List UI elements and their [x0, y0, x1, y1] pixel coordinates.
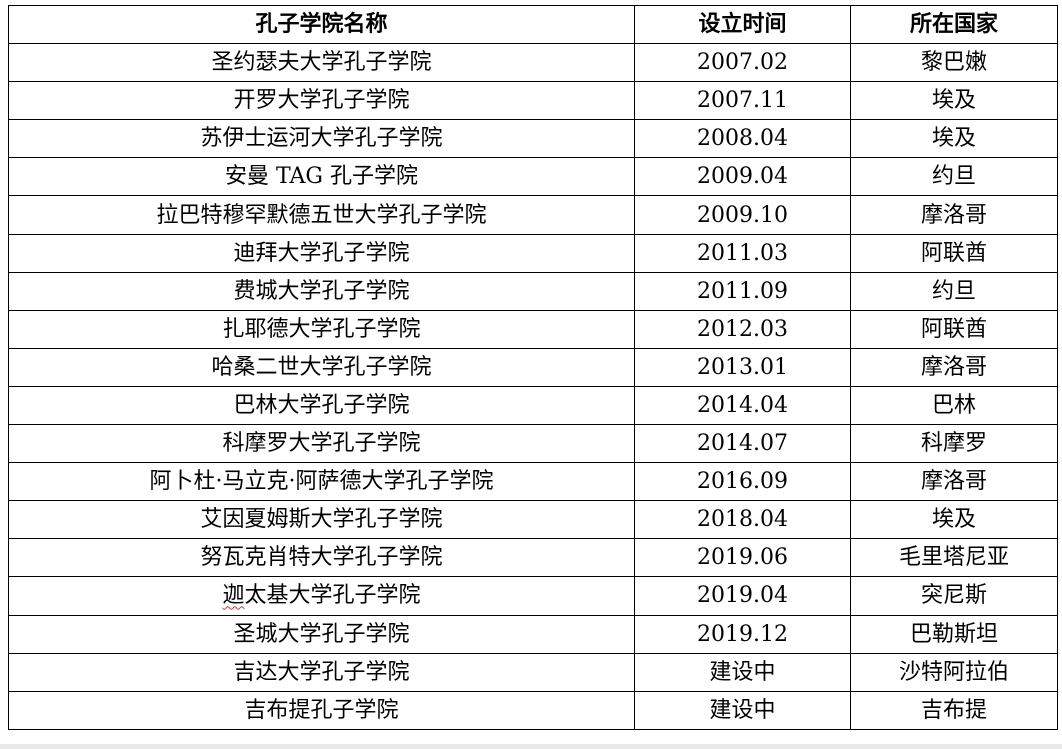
established-date-cell: 2011.09	[634, 271, 851, 311]
table-row: 圣城大学孔子学院 2019.12 巴勒斯坦	[8, 614, 1058, 654]
established-date-cell: 2009.10	[634, 195, 851, 235]
established-date-cell: 2013.01	[634, 347, 851, 387]
established-date-cell: 建设中	[634, 690, 851, 730]
established-date-cell: 2014.04	[634, 385, 851, 426]
institute-name-cell: 科摩罗大学孔子学院	[8, 424, 635, 464]
country-cell: 埃及	[850, 119, 1058, 159]
table-row: 艾因夏姆斯大学孔子学院 2018.04 埃及	[8, 500, 1058, 540]
country-cell: 吉布提	[850, 690, 1058, 730]
country-cell: 巴林	[850, 385, 1058, 426]
institute-name-cell: 努瓦克肖特大学孔子学院	[8, 538, 635, 578]
institute-name-cell: 吉布提孔子学院	[8, 690, 635, 730]
table-row: 吉布提孔子学院 建设中 吉布提	[8, 690, 1058, 730]
country-cell: 摩洛哥	[850, 462, 1058, 502]
table-row: 苏伊士运河大学孔子学院 2008.04 埃及	[8, 119, 1058, 159]
table-row: 扎耶德大学孔子学院 2012.03 阿联酋	[8, 309, 1058, 349]
table-header-row: 孔子学院名称 设立时间 所在国家	[8, 4, 1058, 45]
header-name: 孔子学院名称	[8, 4, 635, 45]
country-cell: 摩洛哥	[850, 195, 1058, 235]
established-date-cell: 建设中	[634, 652, 851, 692]
institute-name-cell: 圣约瑟夫大学孔子学院	[8, 43, 635, 83]
header-date: 设立时间	[634, 4, 851, 45]
institute-name-cell: 哈桑二世大学孔子学院	[8, 347, 635, 387]
table-row: 费城大学孔子学院 2011.09 约旦	[8, 271, 1058, 311]
country-cell: 沙特阿拉伯	[850, 652, 1058, 692]
table-body: 圣约瑟夫大学孔子学院 2007.02 黎巴嫩 开罗大学孔子学院 2007.11 埃及 苏伊士…	[8, 43, 1058, 730]
country-cell: 摩洛哥	[850, 347, 1058, 387]
institute-name-cell: 开罗大学孔子学院	[8, 81, 635, 121]
table-row: 开罗大学孔子学院 2007.11 埃及	[8, 81, 1058, 121]
country-cell: 黎巴嫩	[850, 43, 1058, 83]
table-row: 安曼 TAG 孔子学院 2009.04 约旦	[8, 157, 1058, 197]
country-cell: 毛里塔尼亚	[850, 538, 1058, 578]
country-cell: 埃及	[850, 500, 1058, 540]
institute-name-cell: 巴林大学孔子学院	[8, 385, 635, 426]
established-date-cell: 2019.06	[634, 538, 851, 578]
established-date-cell: 2009.04	[634, 157, 851, 197]
established-date-cell: 2018.04	[634, 500, 851, 540]
institute-name-cell: 艾因夏姆斯大学孔子学院	[8, 500, 635, 540]
established-date-cell: 2011.03	[634, 233, 851, 273]
established-date-cell: 2019.04	[634, 576, 851, 616]
established-date-cell: 2007.02	[634, 43, 851, 83]
institute-name-cell: 迪拜大学孔子学院	[8, 233, 635, 273]
confucius-institutes-table: 孔子学院名称 设立时间 所在国家 圣约瑟夫大学孔子学院 2007.02 黎巴嫩 开罗大…	[8, 4, 1058, 730]
table-row: 努瓦克肖特大学孔子学院 2019.06 毛里塔尼亚	[8, 538, 1058, 578]
institute-name-cell: 安曼 TAG 孔子学院	[8, 157, 635, 197]
country-cell: 巴勒斯坦	[850, 614, 1058, 654]
established-date-cell: 2016.09	[634, 462, 851, 502]
table-row: 拉巴特穆罕默德五世大学孔子学院 2009.10 摩洛哥	[8, 195, 1058, 235]
table-row: 哈桑二世大学孔子学院 2013.01 摩洛哥	[8, 347, 1058, 387]
table-row: 迪拜大学孔子学院 2011.03 阿联酋	[8, 233, 1058, 273]
established-date-cell: 2019.12	[634, 614, 851, 654]
table-row: 吉达大学孔子学院 建设中 沙特阿拉伯	[8, 652, 1058, 692]
institute-name-cell: 费城大学孔子学院	[8, 271, 635, 311]
header-country: 所在国家	[850, 4, 1058, 45]
table-row: 圣约瑟夫大学孔子学院 2007.02 黎巴嫩	[8, 43, 1058, 83]
institute-name-cell: 苏伊士运河大学孔子学院	[8, 119, 635, 159]
country-cell: 阿联酋	[850, 309, 1058, 349]
country-cell: 科摩罗	[850, 424, 1058, 464]
established-date-cell: 2012.03	[634, 309, 851, 349]
spellcheck-underline: 迦	[222, 583, 245, 609]
institute-name-cell: 扎耶德大学孔子学院	[8, 309, 635, 349]
country-cell: 约旦	[850, 271, 1058, 311]
table-row: 科摩罗大学孔子学院 2014.07 科摩罗	[8, 424, 1058, 464]
page-bottom-edge	[0, 744, 1062, 749]
country-cell: 突尼斯	[850, 576, 1058, 616]
country-cell: 阿联酋	[850, 233, 1058, 273]
country-cell: 埃及	[850, 81, 1058, 121]
table-row: 迦太基大学孔子学院 2019.04 突尼斯	[8, 576, 1058, 616]
table-row: 阿卜杜·马立克·阿萨德大学孔子学院 2016.09 摩洛哥	[8, 462, 1058, 502]
established-date-cell: 2007.11	[634, 81, 851, 121]
established-date-cell: 2014.07	[634, 424, 851, 464]
established-date-cell: 2008.04	[634, 119, 851, 159]
institute-name-cell: 吉达大学孔子学院	[8, 652, 635, 692]
table-row: 巴林大学孔子学院 2014.04 巴林	[8, 385, 1058, 426]
institute-name-cell: 迦太基大学孔子学院	[8, 576, 635, 616]
institute-name-cell: 拉巴特穆罕默德五世大学孔子学院	[8, 195, 635, 235]
institute-name-cell: 圣城大学孔子学院	[8, 614, 635, 654]
institute-name-cell: 阿卜杜·马立克·阿萨德大学孔子学院	[8, 462, 635, 502]
country-cell: 约旦	[850, 157, 1058, 197]
